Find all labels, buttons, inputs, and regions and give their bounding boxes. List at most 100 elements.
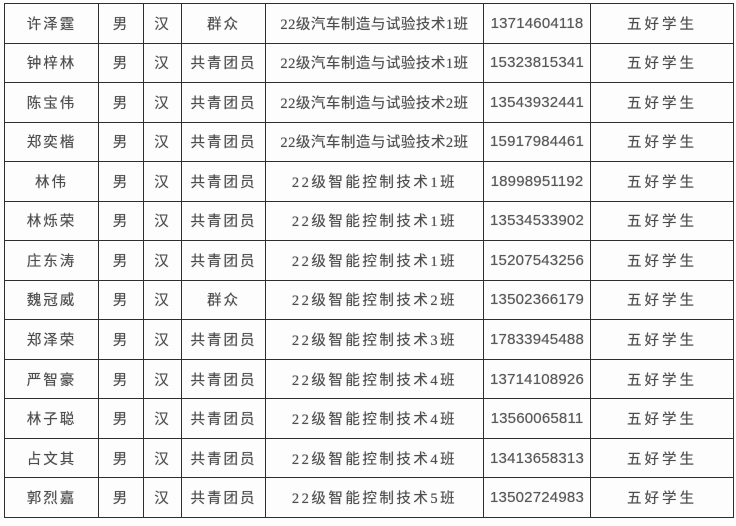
cell-student-name: 郭烈嘉 xyxy=(4,477,99,518)
table-row: 陈宝伟 男 汉 共青团员 22级汽车制造与试验技术2班 13543932441 … xyxy=(4,82,734,123)
ethnicity-text: 汉 xyxy=(154,293,171,310)
student-name-text: 郭烈嘉 xyxy=(26,491,77,508)
student-roster-table: 许泽霆 男 汉 群众 22级汽车制造与试验技术1班 13714604118 五好… xyxy=(4,3,734,518)
ethnicity-text: 汉 xyxy=(154,56,171,73)
award-text: 五好学生 xyxy=(627,95,697,112)
phone-number-text: 13534533902 xyxy=(490,212,584,230)
cell-award: 五好学生 xyxy=(590,121,734,163)
cell-ethnicity: 汉 xyxy=(143,82,182,123)
ethnicity-text: 汉 xyxy=(154,333,171,350)
political-status-text: 共青团员 xyxy=(190,372,257,389)
political-status-text: 共青团员 xyxy=(190,135,257,152)
cell-political-status: 共青团员 xyxy=(181,82,266,123)
cell-gender: 男 xyxy=(98,398,144,439)
ethnicity-text: 汉 xyxy=(154,372,171,389)
cell-class-name: 22级智能控制技术5班 xyxy=(265,477,484,518)
phone-number-text: 15917984461 xyxy=(490,133,584,151)
cell-gender: 男 xyxy=(98,477,144,518)
award-text: 五好学生 xyxy=(627,253,697,270)
cell-ethnicity: 汉 xyxy=(143,477,182,518)
student-name-text: 郑奕楷 xyxy=(26,135,77,152)
cell-award: 五好学生 xyxy=(590,319,734,360)
student-name-text: 郑泽荣 xyxy=(26,333,77,350)
cell-student-name: 占文其 xyxy=(4,437,99,479)
class-name-text: 22级智能控制技术3班 xyxy=(291,333,458,350)
ethnicity-text: 汉 xyxy=(154,16,171,33)
cell-student-name: 严智豪 xyxy=(4,358,99,400)
ethnicity-text: 汉 xyxy=(154,451,171,468)
ethnicity-text: 汉 xyxy=(154,214,171,231)
cell-political-status: 群众 xyxy=(181,3,266,44)
gender-text: 男 xyxy=(112,293,130,310)
award-text: 五好学生 xyxy=(627,412,697,429)
cell-class-name: 22级智能控制技术4班 xyxy=(265,437,484,479)
award-text: 五好学生 xyxy=(627,372,697,389)
award-text: 五好学生 xyxy=(627,451,697,468)
cell-class-name: 22级智能控制技术2班 xyxy=(265,279,484,321)
phone-number-text: 13413658313 xyxy=(490,449,584,467)
award-text: 五好学生 xyxy=(627,293,697,310)
phone-number-text: 13560065811 xyxy=(490,410,584,428)
cell-phone-number: 13413658313 xyxy=(483,437,591,479)
class-name-text: 22级智能控制技术1班 xyxy=(291,174,458,191)
cell-award: 五好学生 xyxy=(590,437,734,479)
political-status-text: 共青团员 xyxy=(190,412,257,429)
award-text: 五好学生 xyxy=(627,135,697,152)
cell-phone-number: 13714108926 xyxy=(483,358,591,400)
award-text: 五好学生 xyxy=(627,491,697,508)
cell-student-name: 林烁荣 xyxy=(4,200,99,242)
cell-political-status: 共青团员 xyxy=(181,319,266,360)
class-name-text: 22级智能控制技术4班 xyxy=(291,412,458,429)
gender-text: 男 xyxy=(112,412,130,429)
cell-student-name: 郑奕楷 xyxy=(4,121,99,163)
cell-student-name: 钟梓林 xyxy=(4,42,99,84)
cell-gender: 男 xyxy=(98,200,144,242)
student-name-text: 许泽霆 xyxy=(26,16,77,33)
phone-number-text: 13543932441 xyxy=(490,93,584,111)
cell-student-name: 林子聪 xyxy=(4,398,99,439)
gender-text: 男 xyxy=(112,56,130,73)
cell-class-name: 22级智能控制技术1班 xyxy=(265,200,484,242)
cell-ethnicity: 汉 xyxy=(143,161,182,202)
cell-phone-number: 15917984461 xyxy=(483,121,591,163)
ethnicity-text: 汉 xyxy=(154,412,171,429)
class-name-text: 22级智能控制技术4班 xyxy=(291,451,458,468)
cell-phone-number: 13534533902 xyxy=(483,200,591,242)
cell-phone-number: 15323815341 xyxy=(483,42,591,84)
cell-political-status: 共青团员 xyxy=(181,358,266,400)
cell-award: 五好学生 xyxy=(590,240,734,281)
cell-student-name: 许泽霆 xyxy=(4,3,99,44)
gender-text: 男 xyxy=(112,214,130,231)
cell-phone-number: 13560065811 xyxy=(483,398,591,439)
cell-ethnicity: 汉 xyxy=(143,42,182,84)
student-name-text: 魏冠威 xyxy=(26,293,77,310)
cell-gender: 男 xyxy=(98,437,144,479)
ethnicity-text: 汉 xyxy=(154,174,171,191)
ethnicity-text: 汉 xyxy=(154,135,171,152)
cell-gender: 男 xyxy=(98,121,144,163)
gender-text: 男 xyxy=(112,451,130,468)
student-name-text: 钟梓林 xyxy=(26,56,77,73)
cell-award: 五好学生 xyxy=(590,358,734,400)
student-name-text: 严智豪 xyxy=(26,372,77,389)
student-name-text: 庄东涛 xyxy=(26,253,77,270)
class-name-text: 22级智能控制技术5班 xyxy=(291,491,458,508)
cell-ethnicity: 汉 xyxy=(143,279,182,321)
cell-phone-number: 15207543256 xyxy=(483,240,591,281)
phone-number-text: 18998951192 xyxy=(490,172,584,190)
cell-political-status: 共青团员 xyxy=(181,200,266,242)
student-name-text: 占文其 xyxy=(26,451,77,468)
cell-class-name: 22级智能控制技术1班 xyxy=(265,240,484,281)
cell-student-name: 庄东涛 xyxy=(4,240,99,281)
cell-class-name: 22级汽车制造与试验技术1班 xyxy=(265,42,484,84)
cell-student-name: 陈宝伟 xyxy=(4,82,99,123)
cell-gender: 男 xyxy=(98,161,144,202)
political-status-text: 群众 xyxy=(207,16,240,33)
cell-phone-number: 13502366179 xyxy=(483,279,591,321)
ethnicity-text: 汉 xyxy=(154,95,171,112)
class-name-text: 22级智能控制技术1班 xyxy=(291,253,458,270)
table-row: 林烁荣 男 汉 共青团员 22级智能控制技术1班 13534533902 五好学… xyxy=(4,200,734,242)
cell-award: 五好学生 xyxy=(590,398,734,439)
political-status-text: 共青团员 xyxy=(190,451,257,468)
